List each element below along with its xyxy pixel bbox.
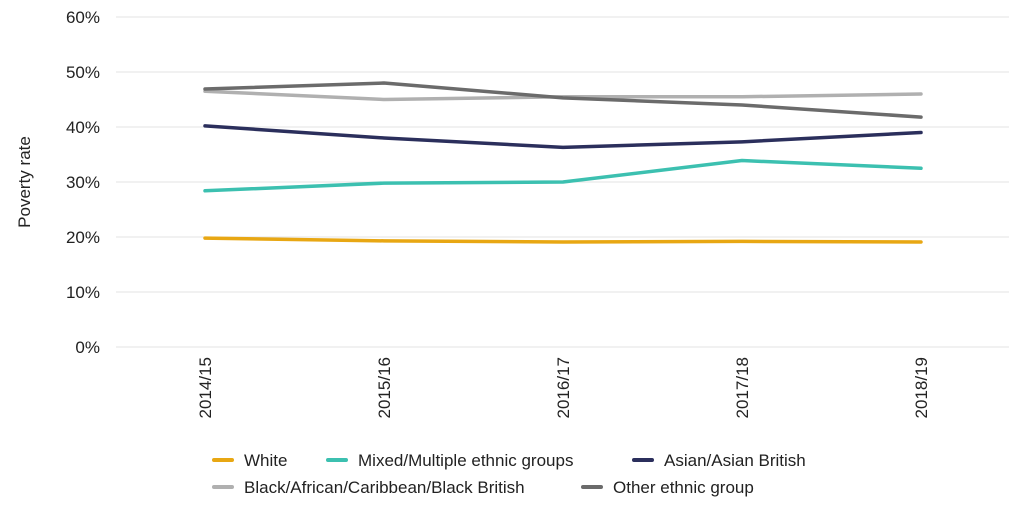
series-line-1	[203, 236, 923, 244]
gridlines	[116, 16, 1009, 348]
series-line-3	[203, 124, 923, 150]
series-lines	[203, 81, 923, 244]
y-tick-label: 40%	[66, 118, 100, 137]
legend-label: White	[244, 451, 287, 470]
y-tick-label: 20%	[66, 228, 100, 247]
y-tick-label: 50%	[66, 63, 100, 82]
x-tick-label: 2017/18	[733, 357, 752, 418]
x-tick-label: 2016/17	[554, 357, 573, 418]
legend-label: Black/African/Caribbean/Black British	[244, 478, 525, 497]
x-tick-label: 2015/16	[375, 357, 394, 418]
series-line-5	[203, 81, 923, 119]
legend-label: Other ethnic group	[613, 478, 754, 497]
x-tick-label: 2014/15	[196, 357, 215, 418]
y-tick-label: 0%	[75, 338, 100, 357]
y-tick-label: 10%	[66, 283, 100, 302]
x-tick-label: 2018/19	[912, 357, 931, 418]
y-tick-label: 30%	[66, 173, 100, 192]
legend-label: Asian/Asian British	[664, 451, 806, 470]
y-axis-title: Poverty rate	[15, 136, 34, 228]
legend-label: Mixed/Multiple ethnic groups	[358, 451, 573, 470]
legend: White Mixed/Multiple ethnic groups Asian/A…	[212, 451, 806, 497]
y-tick-label: 60%	[66, 8, 100, 27]
y-axis-tick-labels: 0% 10% 20% 30% 40% 50% 60%	[66, 8, 100, 357]
x-axis-tick-labels: 2014/15 2015/16 2016/17 2017/18 2018/19	[196, 357, 931, 418]
series-line-2	[203, 158, 923, 193]
